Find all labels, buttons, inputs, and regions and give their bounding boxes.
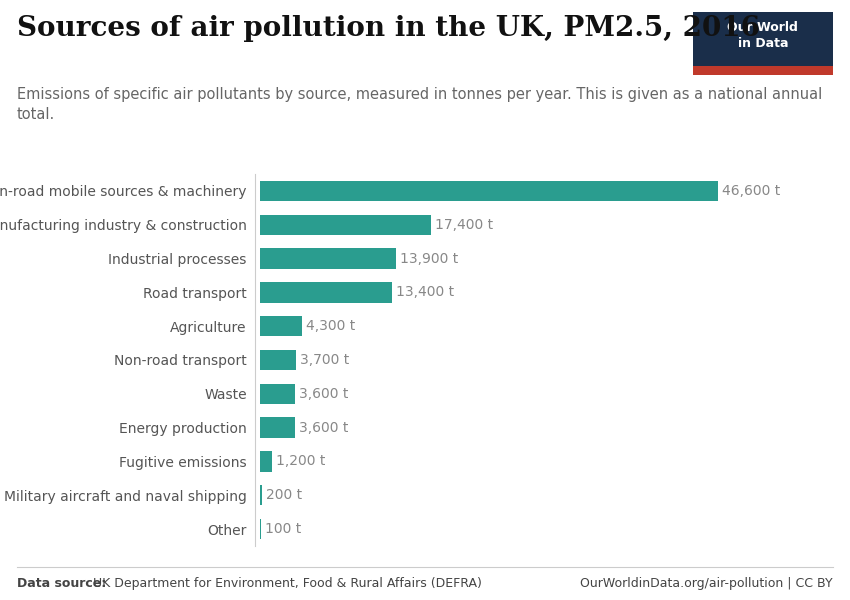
Text: 3,700 t: 3,700 t <box>300 353 349 367</box>
Text: 13,400 t: 13,400 t <box>395 286 454 299</box>
Bar <box>260 215 431 235</box>
Text: Emissions of specific air pollutants by source, measured in tonnes per year. Thi: Emissions of specific air pollutants by … <box>17 87 822 122</box>
Text: 200 t: 200 t <box>266 488 302 502</box>
Text: 1,200 t: 1,200 t <box>275 454 325 469</box>
Text: OurWorldinData.org/air-pollution | CC BY: OurWorldinData.org/air-pollution | CC BY <box>581 577 833 590</box>
Bar <box>260 181 717 201</box>
Text: 100 t: 100 t <box>265 522 301 536</box>
Text: UK Department for Environment, Food & Rural Affairs (DEFRA): UK Department for Environment, Food & Ru… <box>89 577 482 590</box>
Bar <box>693 65 833 75</box>
Text: 4,300 t: 4,300 t <box>306 319 355 333</box>
Bar <box>260 519 261 539</box>
Bar <box>260 383 295 404</box>
Text: Data source:: Data source: <box>17 577 106 590</box>
Bar <box>260 451 272 472</box>
Text: Sources of air pollution in the UK, PM2.5, 2016: Sources of air pollution in the UK, PM2.… <box>17 15 760 42</box>
Bar <box>260 350 297 370</box>
Text: 3,600 t: 3,600 t <box>299 387 348 401</box>
Bar <box>260 485 262 505</box>
Text: Our World
in Data: Our World in Data <box>728 22 798 50</box>
Text: 13,900 t: 13,900 t <box>400 251 459 266</box>
Text: 3,600 t: 3,600 t <box>299 421 348 434</box>
Bar <box>260 418 295 438</box>
Bar <box>260 282 392 302</box>
Bar <box>260 316 302 337</box>
Bar <box>260 248 396 269</box>
Text: 17,400 t: 17,400 t <box>435 218 493 232</box>
Text: 46,600 t: 46,600 t <box>722 184 780 198</box>
